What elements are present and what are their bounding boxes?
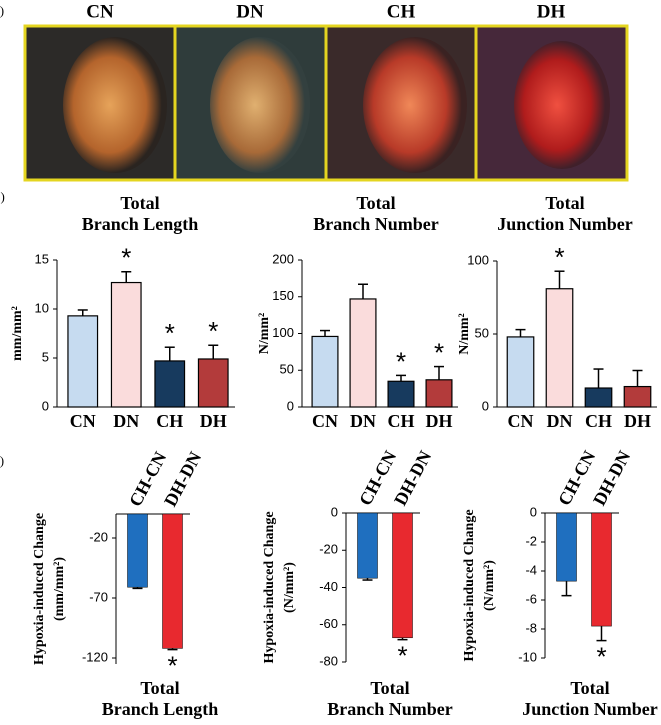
- y-axis-label: mm/mm²: [10, 306, 25, 361]
- image-lung: [363, 37, 467, 173]
- bar: [591, 512, 612, 627]
- chart-title: Total: [356, 193, 395, 213]
- significance-marker: *: [208, 316, 218, 346]
- x-tick-label: CH: [156, 411, 183, 431]
- y-tick-label: 0: [287, 398, 294, 413]
- y-tick-label: -6: [525, 591, 537, 606]
- panel-label: a): [0, 3, 4, 18]
- image-lung: [210, 37, 310, 173]
- chart-title: Junction Number: [497, 214, 633, 234]
- bar: [154, 360, 186, 408]
- panel-label: b): [0, 189, 5, 204]
- chart-title: Total: [370, 678, 409, 698]
- image-label: DH: [537, 1, 566, 22]
- y-tick-label: -120: [82, 649, 108, 664]
- y-axis-label: Hypoxia-induced Change: [32, 513, 47, 665]
- y-axis-label: Hypoxia-induced Change: [262, 511, 277, 663]
- significance-marker: *: [167, 650, 177, 680]
- x-tick-label: CN: [70, 411, 96, 431]
- bar: [110, 281, 142, 408]
- y-tick-label: -4: [525, 562, 537, 577]
- bar: [197, 358, 229, 408]
- y-tick-label: 5: [42, 349, 49, 364]
- y-axis-label: N/mm²: [257, 313, 272, 355]
- y-axis-label: (N/mm²): [282, 562, 297, 613]
- y-tick-label: 0: [530, 504, 537, 519]
- chart-title: Branch Number: [327, 699, 453, 719]
- y-tick-label: -8: [525, 620, 537, 635]
- significance-marker: *: [554, 242, 564, 272]
- bar: [349, 298, 377, 408]
- y-tick-label: -60: [319, 616, 338, 631]
- chart-title: Branch Length: [82, 214, 199, 234]
- bar: [67, 315, 99, 408]
- y-tick-label: 0: [331, 504, 338, 519]
- bar: [162, 513, 183, 649]
- y-tick-label: 50: [475, 325, 489, 340]
- y-tick-label: -2: [525, 533, 537, 548]
- y-tick-label: -20: [319, 542, 338, 557]
- bar: [425, 379, 453, 408]
- image-label: CH: [387, 1, 416, 22]
- x-tick-label: DN: [547, 411, 573, 431]
- significance-marker: *: [396, 346, 406, 376]
- chart-title: Branch Length: [102, 699, 219, 719]
- y-tick-label: 15: [35, 251, 49, 266]
- significance-marker: *: [121, 243, 131, 273]
- significance-marker: *: [165, 318, 175, 348]
- y-tick-label: 100: [272, 325, 294, 340]
- y-tick-label: 0: [482, 398, 489, 413]
- image-label: DN: [236, 1, 264, 22]
- x-tick-label: CH: [585, 411, 612, 431]
- chart-title: Total: [120, 193, 159, 213]
- x-tick-label: DH: [200, 411, 227, 431]
- x-tick-label: DN: [113, 411, 139, 431]
- image-lung: [514, 41, 610, 169]
- y-tick-label: 200: [272, 251, 294, 266]
- bar: [506, 336, 535, 408]
- bar: [387, 380, 415, 408]
- y-tick-label: 100: [467, 252, 489, 267]
- y-tick-label: -20: [89, 529, 108, 544]
- bar: [357, 512, 378, 579]
- y-tick-label: 0: [42, 398, 49, 413]
- x-tick-label: DH: [426, 411, 453, 431]
- y-tick-label: -80: [319, 653, 338, 668]
- bar: [584, 387, 613, 408]
- y-tick-label: 150: [272, 288, 294, 303]
- bar: [311, 335, 339, 408]
- chart-title: Total: [545, 193, 584, 213]
- y-tick-label: 10: [35, 300, 49, 315]
- y-axis-label: (N/mm²): [482, 560, 497, 611]
- image-label: CN: [86, 1, 114, 22]
- chart-title: Junction Number: [522, 699, 658, 719]
- x-tick-label: CN: [508, 411, 534, 431]
- chart-title: Total: [140, 678, 179, 698]
- x-tick-label: DH: [624, 411, 651, 431]
- x-tick-label: CH: [388, 411, 415, 431]
- significance-marker: *: [397, 641, 407, 671]
- y-axis-label: N/mm²: [457, 313, 472, 355]
- significance-marker: *: [596, 641, 606, 671]
- bar: [392, 512, 413, 639]
- y-tick-label: -10: [518, 649, 537, 664]
- image-lung: [63, 37, 167, 173]
- bar: [556, 512, 577, 582]
- bar: [545, 288, 574, 408]
- chart-title: Total: [570, 678, 609, 698]
- y-tick-label: -70: [89, 589, 108, 604]
- chart-title: Branch Number: [313, 214, 439, 234]
- x-tick-label: CN: [312, 411, 338, 431]
- bar: [127, 513, 148, 588]
- y-tick-label: 50: [280, 362, 294, 377]
- x-tick-label: DN: [350, 411, 376, 431]
- y-axis-label: (mm/mm²): [52, 557, 67, 621]
- y-tick-label: -40: [319, 579, 338, 594]
- y-axis-label: Hypoxia-induced Change: [462, 509, 477, 661]
- image-panel: [23, 24, 629, 182]
- significance-marker: *: [434, 337, 444, 367]
- panel-label: c): [0, 453, 4, 468]
- bar: [623, 385, 652, 408]
